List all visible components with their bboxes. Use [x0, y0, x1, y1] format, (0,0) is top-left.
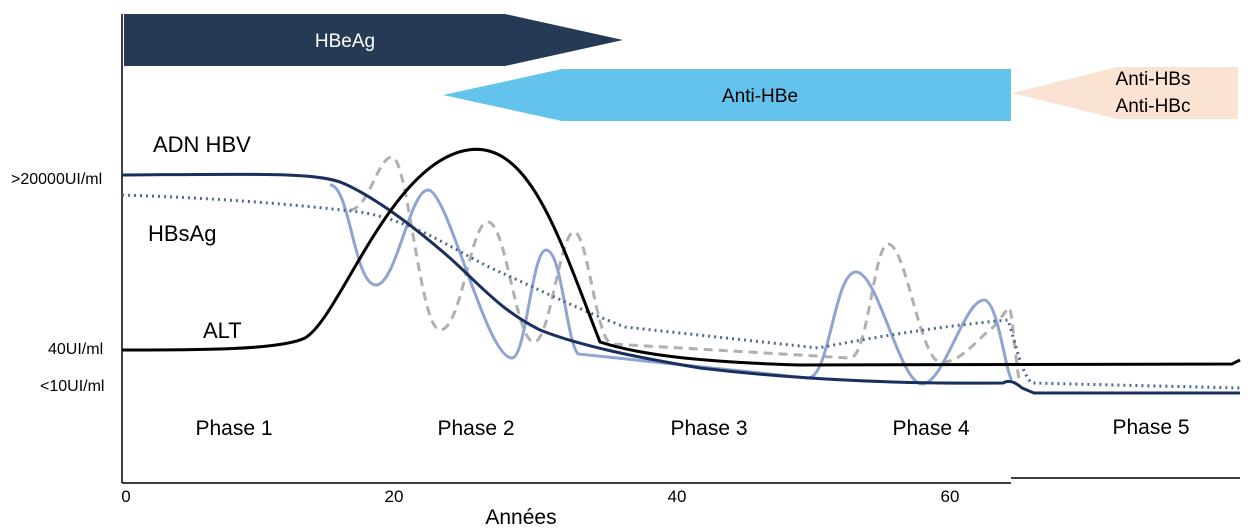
phase-3-label: Phase 3 — [670, 417, 747, 440]
x-tick-20: 20 — [385, 487, 404, 506]
curves — [121, 147, 1241, 395]
anti-hbs-band: Anti-HBs Anti-HBc — [1012, 67, 1238, 119]
x-axis-title: Années — [485, 506, 556, 529]
hbeag-band: HBeAg — [124, 14, 623, 66]
hbeag-arrow — [124, 14, 623, 66]
phase-2-label: Phase 2 — [437, 417, 514, 440]
x-tick-60: 60 — [941, 487, 960, 506]
hbeag-label: HBeAg — [315, 31, 375, 52]
anti-hbe-arrow — [443, 69, 1011, 121]
anti-hbs-arrow — [1012, 67, 1238, 119]
alt-curve — [121, 147, 1241, 367]
phase-4-label: Phase 4 — [892, 417, 969, 440]
level-high-label: >20000UI/ml — [11, 171, 102, 188]
adn-hbv-label: ADN HBV — [153, 132, 251, 157]
axes — [121, 14, 1240, 484]
hbsag-label: HBsAg — [148, 221, 216, 246]
adn-hbv-curve — [121, 172, 1240, 395]
light-blue-wave — [329, 183, 1014, 386]
level-low-label: <10UI/ml — [40, 378, 104, 395]
anti-hbs-label: Anti-HBs — [1116, 69, 1191, 90]
phase-5-label: Phase 5 — [1112, 416, 1189, 439]
level-mid-label: 40UI/ml — [48, 341, 103, 358]
phase-1-label: Phase 1 — [195, 417, 272, 440]
x-tick-0: 0 — [121, 487, 130, 506]
gray-dashed-wave — [349, 155, 1022, 384]
anti-hbc-label: Anti-HBc — [1116, 96, 1191, 117]
alt-label: ALT — [203, 318, 242, 343]
x-tick-40: 40 — [668, 487, 687, 506]
anti-hbe-label: Anti-HBe — [722, 86, 798, 107]
anti-hbe-band: Anti-HBe — [443, 69, 1011, 121]
